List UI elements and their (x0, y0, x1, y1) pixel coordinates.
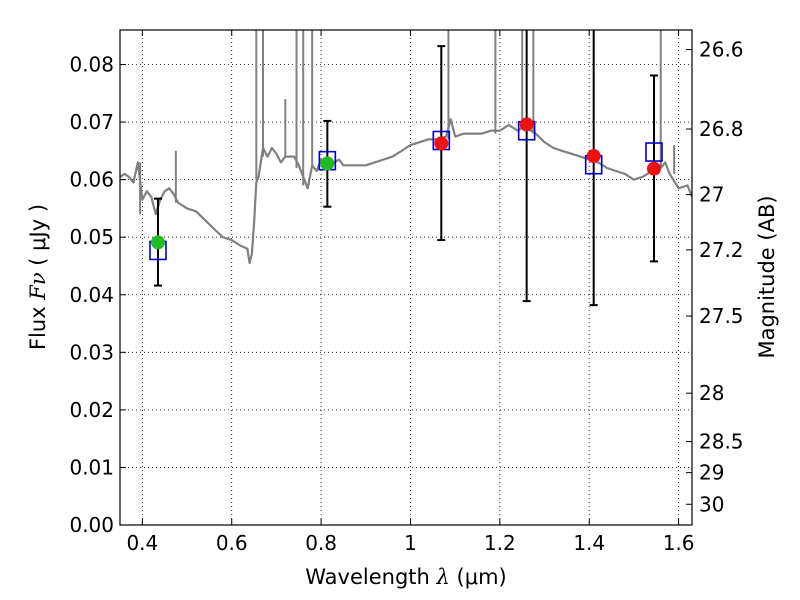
x-tick-label: 1.4 (573, 531, 605, 555)
y-tick-label: 0.02 (69, 398, 114, 422)
observed-point (320, 156, 335, 171)
x-tick-label: 0.4 (126, 531, 158, 555)
y2-tick-label: 26.8 (699, 117, 744, 141)
markers (149, 117, 663, 261)
y-tick-label: 0.08 (69, 53, 114, 77)
observed-point (519, 117, 534, 132)
model-spectrum-line (120, 118, 692, 265)
tick-labels: 0.4 0.6 0.8 1 1.2 1.4 1.6 0.00 0.01 0.02 0.03 0.04 0… (69, 38, 743, 555)
y-tick-label: 0.07 (69, 110, 114, 134)
y2-tick-label: 27 (699, 183, 724, 207)
observed-point (434, 136, 449, 151)
y2-axis-label: Magnitude (AB) (755, 195, 779, 358)
y2-tick-label: 26.6 (699, 38, 744, 62)
y-tick-label: 0.04 (69, 283, 114, 307)
y-tick-label: 0.06 (69, 168, 114, 192)
y-axis-label-main: Flux (26, 300, 50, 350)
observed-point (150, 235, 165, 250)
y2-tick-label: 28 (699, 381, 724, 405)
x-axis-label-main: Wavelength (305, 565, 436, 589)
x-axis-label: Wavelength λ (μm) (305, 565, 506, 589)
y-axis-label-unit: ( μJy ) (26, 204, 50, 266)
error-bars (153, 30, 659, 307)
y-tick-label: 0.05 (69, 225, 114, 249)
x-tick-label: 1.6 (663, 531, 695, 555)
y2-tick-label: 28.5 (699, 430, 744, 454)
x-tick-label: 1 (404, 531, 417, 555)
y2-tick-label: 27.2 (699, 238, 744, 262)
x-axis-label-symbol: λ (436, 565, 450, 589)
ticks (120, 30, 692, 526)
y2-tick-label: 30 (699, 492, 724, 516)
y-axis-label-symbol: Fν (26, 272, 50, 301)
y-tick-label: 0.01 (69, 455, 114, 479)
plot-area (120, 30, 692, 265)
x-tick-label: 0.6 (216, 531, 248, 555)
observed-point (586, 149, 601, 164)
x-tick-label: 1.2 (484, 531, 516, 555)
observed-point (647, 161, 662, 176)
y2-tick-label: 27.5 (699, 304, 744, 328)
plot-frame (119, 29, 693, 526)
x-axis-label-unit: (μm) (457, 565, 507, 589)
x-tick-label: 0.8 (305, 531, 337, 555)
y-axis-label: Flux Fν ( μJy ) (26, 204, 50, 350)
y2-tick-label: 29 (699, 461, 724, 485)
grid (120, 30, 692, 526)
y-tick-label: 0.00 (69, 513, 114, 537)
y-tick-label: 0.03 (69, 340, 114, 364)
model-square (645, 142, 663, 162)
